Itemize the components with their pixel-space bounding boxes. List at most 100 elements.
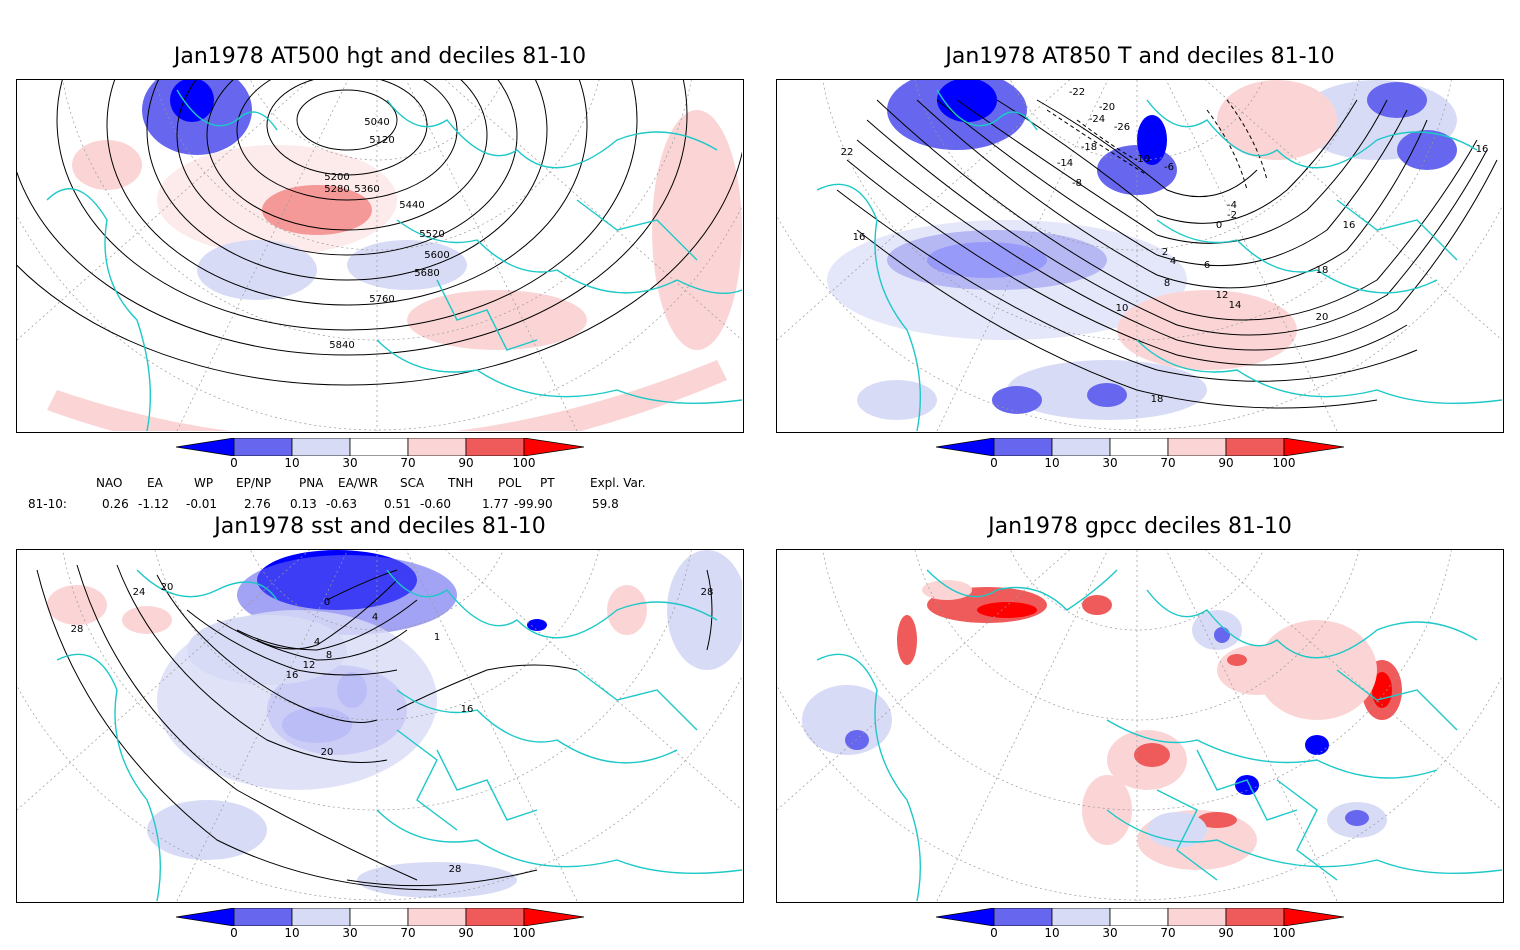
index-value: -0.63 bbox=[326, 497, 358, 511]
contour-label: -2 bbox=[1227, 210, 1237, 221]
index-value: -99.90 bbox=[514, 497, 553, 511]
contour-label: 5280 bbox=[324, 184, 349, 195]
colorbar-label: 0 bbox=[230, 456, 238, 470]
contour-label: 4 bbox=[314, 637, 320, 648]
contour-label: 5440 bbox=[399, 200, 424, 211]
contour-label: 22 bbox=[841, 147, 854, 158]
colorbar-label: 10 bbox=[284, 456, 300, 470]
colorbar-label: 100 bbox=[512, 456, 536, 470]
map-panel-gpcc bbox=[776, 549, 1504, 903]
contour-label: -4 bbox=[1227, 200, 1237, 211]
contour-label: 12 bbox=[1216, 290, 1229, 301]
contour-label: 10 bbox=[1116, 303, 1129, 314]
colorbar-label: 0 bbox=[990, 456, 998, 470]
index-value: 1.77 bbox=[482, 497, 509, 511]
contour-label: 18 bbox=[1151, 394, 1164, 405]
contour-label: 28 bbox=[71, 624, 84, 635]
panel-title-sst: Jan1978 sst and deciles 81-10 bbox=[214, 514, 546, 539]
colorbar-label: 30 bbox=[1102, 456, 1118, 470]
contour-label: 20 bbox=[321, 747, 334, 758]
contour-label: 5760 bbox=[369, 294, 394, 305]
contour-label: 16 bbox=[1476, 144, 1489, 155]
colorbar-sst: 0 10 30 70 90 100 bbox=[175, 907, 586, 950]
contour-label: 2 bbox=[1162, 247, 1168, 258]
panel-title-gpcc: Jan1978 gpcc deciles 81-10 bbox=[988, 514, 1292, 539]
contour-label: 28 bbox=[449, 864, 462, 875]
colorbar-gpcc: 0 10 30 70 90 100 bbox=[935, 907, 1346, 950]
contour-label: 1 bbox=[434, 632, 440, 643]
colorbar-label: 100 bbox=[1272, 456, 1296, 470]
contour-label: 0 bbox=[1216, 220, 1222, 231]
contour-label: 18 bbox=[1316, 265, 1329, 276]
contour-label: 16 bbox=[1343, 220, 1356, 231]
colorbar-label: 30 bbox=[342, 456, 358, 470]
index-value: -0.01 bbox=[186, 497, 218, 511]
index-header: PNA bbox=[299, 476, 324, 490]
colorbar-hgt: 0 10 30 70 90 100 bbox=[175, 437, 586, 480]
index-header: POL bbox=[498, 476, 522, 490]
index-header: EA/WR bbox=[338, 476, 379, 490]
index-value: 2.76 bbox=[244, 497, 271, 511]
teleconnection-table: NAO EA WP EP/NP PNA EA/WR SCA TNH POL PT… bbox=[0, 476, 760, 512]
colorbar-label: 90 bbox=[1218, 456, 1234, 470]
contour-label: -20 bbox=[1099, 102, 1115, 113]
contour-label: 5360 bbox=[354, 184, 379, 195]
colorbar-label: 10 bbox=[284, 926, 300, 940]
contour-label: 5120 bbox=[369, 135, 394, 146]
contour-label: -6 bbox=[1164, 162, 1174, 173]
index-header: TNH bbox=[448, 476, 474, 490]
contour-label: -24 bbox=[1089, 114, 1105, 125]
contour-label: 20 bbox=[1316, 312, 1329, 323]
contour-label: 8 bbox=[1164, 278, 1170, 289]
colorbar-label: 10 bbox=[1044, 926, 1060, 940]
contour-label: 16 bbox=[286, 670, 299, 681]
index-value: 0.13 bbox=[290, 497, 317, 511]
index-value: 0.26 bbox=[102, 497, 129, 511]
contour-label: -18 bbox=[1081, 142, 1097, 153]
contour-label: 6 bbox=[1204, 260, 1210, 271]
index-header: PT bbox=[540, 476, 555, 490]
contour-label: 5200 bbox=[324, 172, 349, 183]
contour-label: 8 bbox=[326, 650, 332, 661]
colorbar-label: 70 bbox=[1160, 456, 1176, 470]
panel-title-t850: Jan1978 AT850 T and deciles 81-10 bbox=[945, 44, 1335, 69]
map-panel-hgt500: 5040 5120 5200 5280 5360 5440 5520 5600 … bbox=[16, 79, 744, 433]
index-header: EA bbox=[147, 476, 163, 490]
map-panel-t850: -24 -22 -26 -20 -18 -14 -10 -8 -6 -4 -2 … bbox=[776, 79, 1504, 433]
contour-label: 20 bbox=[161, 582, 174, 593]
colorbar-label: 30 bbox=[342, 926, 358, 940]
map-panel-sst: 24 28 20 16 12 8 4 0 28 16 20 28 4 1 bbox=[16, 549, 744, 903]
colorbar-label: 90 bbox=[458, 926, 474, 940]
contour-label: 0 bbox=[324, 597, 330, 608]
contour-label: 5040 bbox=[364, 117, 389, 128]
index-header: NAO bbox=[96, 476, 123, 490]
contour-label: 5600 bbox=[424, 250, 449, 261]
contour-label: -8 bbox=[1072, 178, 1082, 189]
contour-label: 5840 bbox=[329, 340, 354, 351]
contour-label: 16 bbox=[461, 704, 474, 715]
colorbar-label: 0 bbox=[990, 926, 998, 940]
index-header: Expl. Var. bbox=[590, 476, 646, 490]
contour-label: -22 bbox=[1069, 87, 1085, 98]
colorbar-label: 100 bbox=[1272, 926, 1296, 940]
contour-label: 4 bbox=[372, 612, 378, 623]
contour-label: 16 bbox=[853, 232, 866, 243]
panel-title-hgt: Jan1978 AT500 hgt and deciles 81-10 bbox=[173, 44, 587, 69]
contour-label: 5680 bbox=[414, 268, 439, 279]
index-value: 59.8 bbox=[592, 497, 619, 511]
colorbar-label: 100 bbox=[512, 926, 536, 940]
colorbar-label: 90 bbox=[458, 456, 474, 470]
index-header: WP bbox=[194, 476, 214, 490]
contour-label: 24 bbox=[133, 587, 146, 598]
index-value: 0.51 bbox=[384, 497, 411, 511]
contour-label: -26 bbox=[1114, 122, 1130, 133]
contour-label: -14 bbox=[1057, 158, 1073, 169]
colorbar-t850: 0 10 30 70 90 100 bbox=[935, 437, 1346, 480]
contour-label: 12 bbox=[303, 660, 316, 671]
contour-label: 5520 bbox=[419, 229, 444, 240]
colorbar-label: 70 bbox=[1160, 926, 1176, 940]
index-header: SCA bbox=[400, 476, 425, 490]
colorbar-label: 90 bbox=[1218, 926, 1234, 940]
contour-label: 4 bbox=[1170, 256, 1176, 267]
index-value: -1.12 bbox=[138, 497, 170, 511]
